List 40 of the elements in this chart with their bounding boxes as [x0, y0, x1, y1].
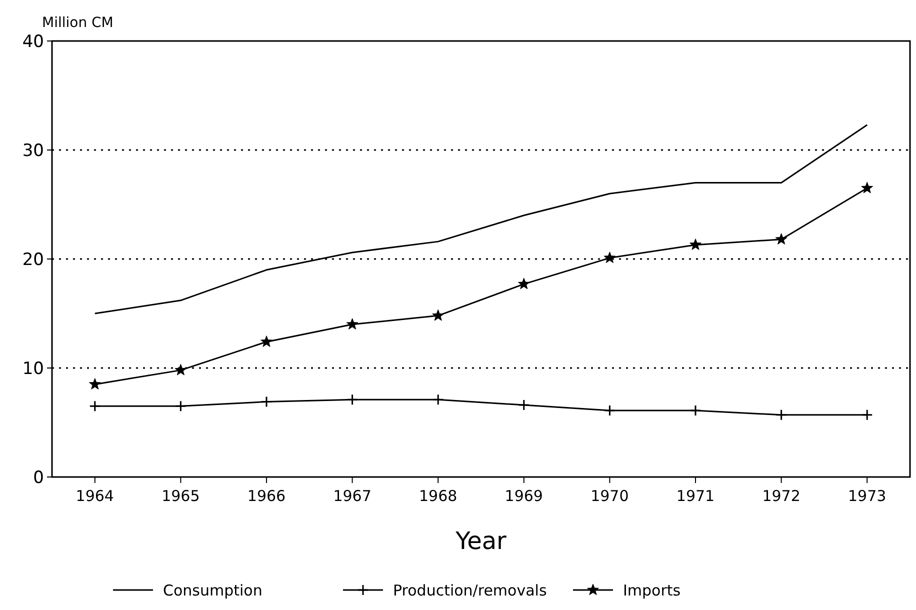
point: [604, 252, 616, 264]
point: [690, 238, 702, 250]
y-tick-label: 30: [22, 140, 44, 161]
point: [690, 404, 702, 416]
legend-label: Imports: [623, 581, 681, 600]
x-tick-label: 1965: [162, 487, 200, 505]
point: [775, 233, 788, 244]
y-tick-label: 10: [22, 358, 44, 379]
point: [174, 400, 186, 412]
legend-label: Production/removals: [393, 581, 547, 600]
x-axis-title: Year: [454, 527, 507, 555]
x-tick-label: 1969: [504, 487, 543, 505]
x-tick-label: 1968: [419, 487, 458, 505]
point: [432, 394, 444, 406]
x-tick-label: 1973: [848, 487, 886, 505]
y-axis-title: Million CM: [42, 15, 114, 31]
x-tick-label: 1967: [333, 487, 372, 505]
legend-label: Consumption: [163, 581, 262, 600]
point: [260, 396, 272, 408]
x-tick-label: 1972: [762, 487, 800, 505]
x-tick-label: 1970: [590, 487, 629, 505]
y-tick-label: 40: [22, 32, 44, 52]
y-tick-label: 20: [22, 250, 44, 270]
point: [88, 378, 101, 390]
x-tick-label: 1966: [247, 487, 286, 505]
y-tick-label: 0: [33, 468, 44, 488]
x-tick-label: 1964: [76, 487, 114, 505]
point: [861, 409, 873, 421]
point: [346, 394, 358, 406]
point: [174, 364, 187, 376]
point: [432, 309, 444, 321]
point: [346, 318, 358, 330]
point: [518, 278, 530, 290]
point: [89, 400, 101, 412]
point: [861, 182, 874, 194]
point: [604, 404, 616, 416]
point: [260, 336, 272, 347]
x-tick-label: 1971: [676, 487, 715, 505]
point: [518, 399, 530, 411]
point: [776, 409, 788, 421]
